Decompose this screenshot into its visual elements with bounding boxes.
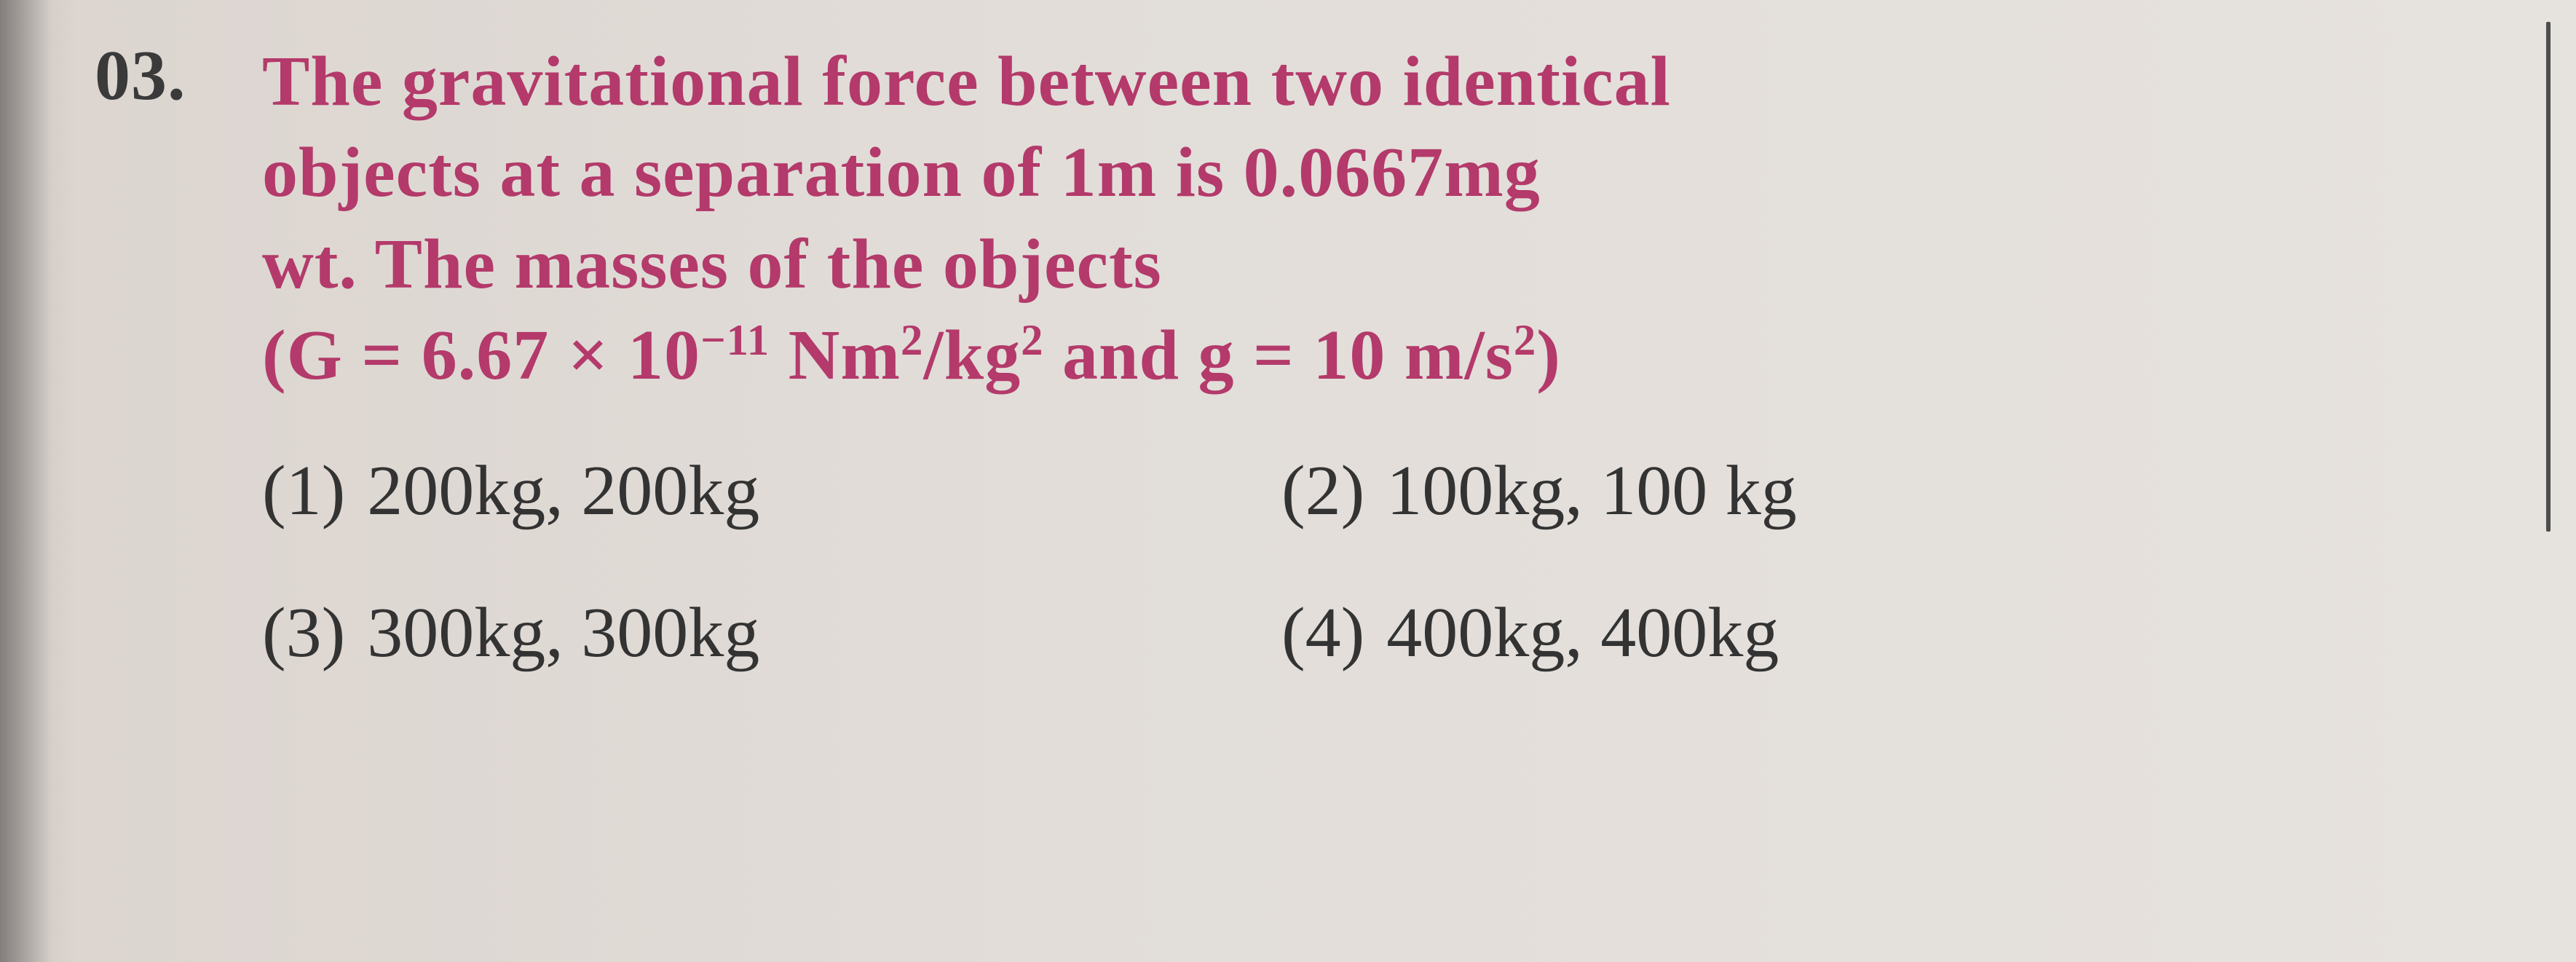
option-1: (1) 200kg, 200kg bbox=[262, 446, 1281, 537]
option-4-label: (4) bbox=[1281, 588, 1364, 679]
given-sq3: 2 bbox=[1514, 316, 1536, 365]
given-prefix: (G = 6.67 × 10 bbox=[262, 316, 700, 395]
option-3-text: 300kg, 300kg bbox=[367, 588, 759, 679]
options-grid: (1) 200kg, 200kg (2) 100kg, 100 kg (3) 3… bbox=[262, 446, 2525, 679]
option-1-text: 200kg, 200kg bbox=[367, 446, 759, 537]
stem-given-values: (G = 6.67 × 10−11 Nm2/kg2 and g = 10 m/s… bbox=[262, 310, 2525, 401]
question-body: The gravitational force between two iden… bbox=[262, 36, 2525, 679]
given-mid: Nm bbox=[770, 316, 901, 395]
stem-line-3: wt. The masses of the objects bbox=[262, 219, 2525, 310]
page: 03. The gravitational force between two … bbox=[0, 0, 2576, 962]
stem-line-2: objects at a separation of 1m is 0.0667m… bbox=[262, 127, 2525, 218]
given-exponent: −11 bbox=[700, 316, 770, 365]
given-andg: and g = 10 m/s bbox=[1043, 316, 1513, 395]
option-4: (4) 400kg, 400kg bbox=[1281, 588, 2301, 679]
option-3: (3) 300kg, 300kg bbox=[262, 588, 1281, 679]
given-sq1: 2 bbox=[901, 316, 923, 365]
given-sq2: 2 bbox=[1021, 316, 1043, 365]
option-4-text: 400kg, 400kg bbox=[1386, 588, 1779, 679]
question-number: 03. bbox=[95, 36, 262, 117]
right-margin-rule bbox=[2546, 22, 2551, 532]
option-2-text: 100kg, 100 kg bbox=[1386, 446, 1797, 537]
given-close: ) bbox=[1536, 316, 1561, 395]
left-shadow bbox=[0, 0, 51, 962]
option-3-label: (3) bbox=[262, 588, 345, 679]
stem-line-1: The gravitational force between two iden… bbox=[262, 36, 2525, 127]
option-1-label: (1) bbox=[262, 446, 345, 537]
given-slashkg: /kg bbox=[923, 316, 1021, 395]
option-2: (2) 100kg, 100 kg bbox=[1281, 446, 2301, 537]
option-2-label: (2) bbox=[1281, 446, 1364, 537]
question-block: 03. The gravitational force between two … bbox=[95, 36, 2525, 679]
